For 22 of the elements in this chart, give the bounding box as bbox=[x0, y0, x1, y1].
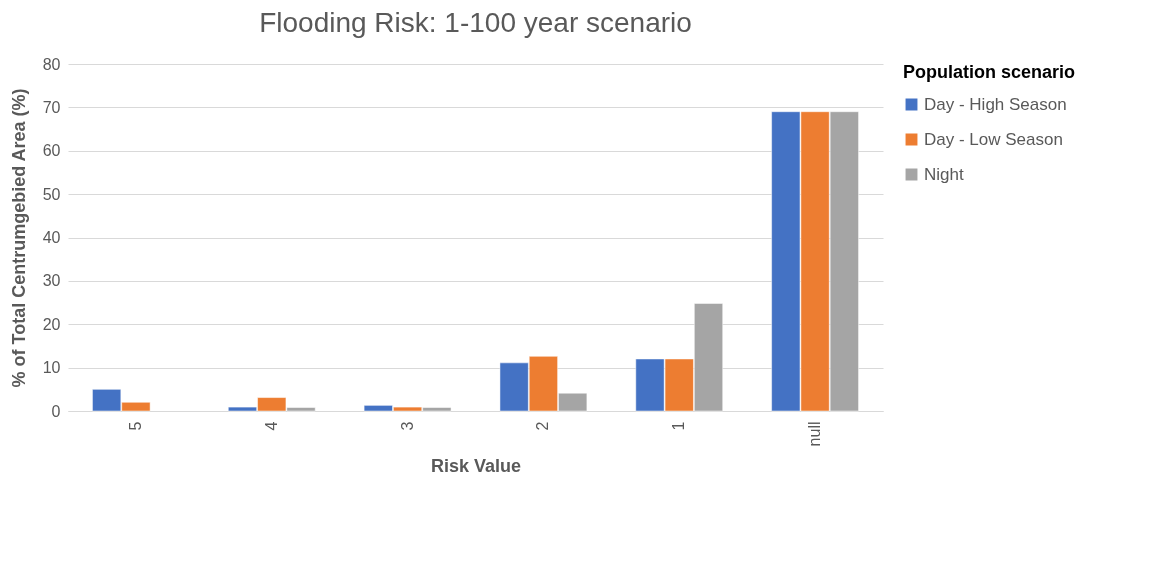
y-tick-label: 20 bbox=[42, 315, 61, 333]
x-tick-label: 5 bbox=[126, 421, 144, 431]
x-tick-label: 4 bbox=[262, 421, 280, 431]
x-tick-label: 3 bbox=[398, 421, 416, 431]
y-tick-label: 60 bbox=[42, 142, 61, 160]
x-tick-label: null bbox=[806, 421, 824, 447]
x-axis-title: Risk Value bbox=[430, 456, 522, 477]
y-tick-label: 50 bbox=[42, 185, 61, 203]
x-tick-label: 2 bbox=[534, 421, 552, 431]
y-tick-label: 0 bbox=[51, 402, 61, 420]
y-tick-label: 80 bbox=[42, 55, 61, 73]
y-tick-label: 40 bbox=[42, 229, 61, 246]
x-tick-label: 1 bbox=[670, 421, 688, 431]
chart-title: Flooding Risk: 1-100 year scenario bbox=[259, 7, 692, 38]
y-axis-title: % of Total Centrumgebied Area (%) bbox=[8, 88, 29, 388]
legend-label: Day - Low Season bbox=[924, 129, 1063, 149]
y-tick-label: 70 bbox=[42, 98, 61, 116]
legend-label: Night bbox=[924, 164, 964, 184]
y-tick-label: 10 bbox=[42, 359, 61, 377]
legend-title: Population scenario bbox=[903, 62, 1076, 82]
legend-label: Day - High Season bbox=[924, 94, 1067, 114]
y-tick-label: 30 bbox=[42, 272, 61, 290]
